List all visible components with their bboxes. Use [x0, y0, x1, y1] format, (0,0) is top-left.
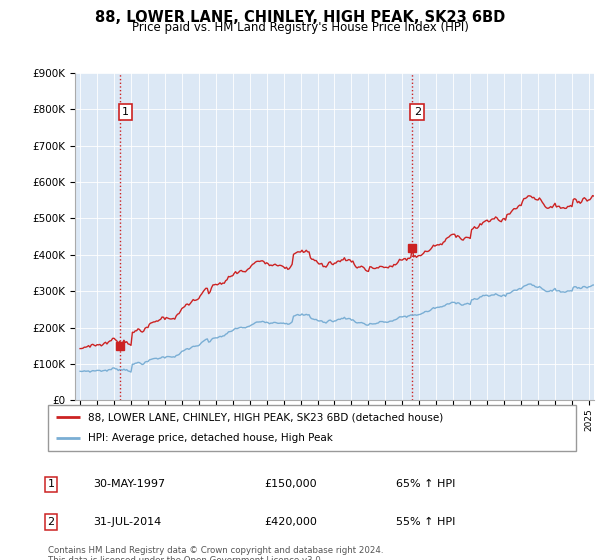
Text: 88, LOWER LANE, CHINLEY, HIGH PEAK, SK23 6BD: 88, LOWER LANE, CHINLEY, HIGH PEAK, SK23… [95, 10, 505, 25]
Text: 31-JUL-2014: 31-JUL-2014 [93, 517, 161, 527]
Text: 2: 2 [47, 517, 55, 527]
Text: Price paid vs. HM Land Registry's House Price Index (HPI): Price paid vs. HM Land Registry's House … [131, 21, 469, 34]
Text: HPI: Average price, detached house, High Peak: HPI: Average price, detached house, High… [88, 433, 332, 444]
Text: 1: 1 [122, 107, 129, 117]
Text: 65% ↑ HPI: 65% ↑ HPI [396, 479, 455, 489]
Text: 55% ↑ HPI: 55% ↑ HPI [396, 517, 455, 527]
Text: 88, LOWER LANE, CHINLEY, HIGH PEAK, SK23 6BD (detached house): 88, LOWER LANE, CHINLEY, HIGH PEAK, SK23… [88, 412, 443, 422]
Text: 2: 2 [414, 107, 421, 117]
Text: £420,000: £420,000 [264, 517, 317, 527]
Text: 30-MAY-1997: 30-MAY-1997 [93, 479, 165, 489]
Text: 1: 1 [47, 479, 55, 489]
Text: Contains HM Land Registry data © Crown copyright and database right 2024.
This d: Contains HM Land Registry data © Crown c… [48, 546, 383, 560]
Text: £150,000: £150,000 [264, 479, 317, 489]
